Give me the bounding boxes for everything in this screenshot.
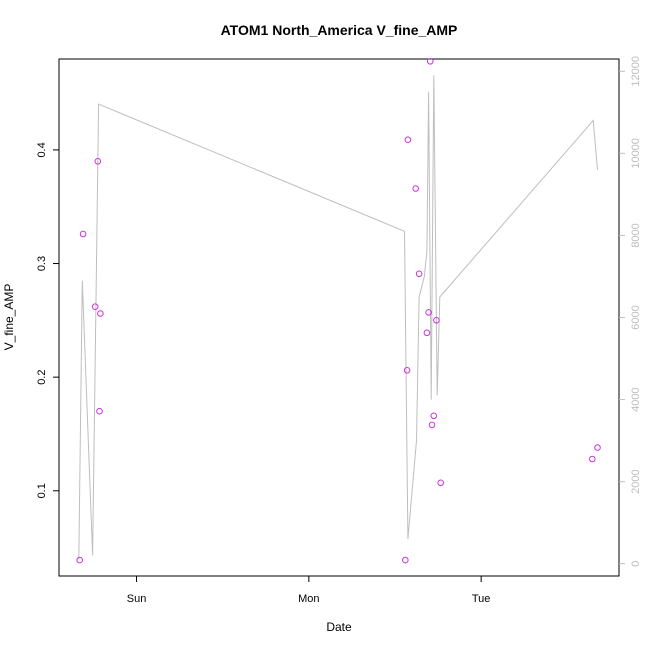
data-point bbox=[425, 309, 432, 316]
data-point bbox=[433, 317, 440, 324]
data-point bbox=[437, 479, 445, 487]
data-point bbox=[402, 556, 409, 564]
left-axis: 0.1 0.2 0.3 0.4 bbox=[36, 142, 59, 498]
x-tick-label: Sun bbox=[127, 593, 147, 605]
data-point bbox=[403, 367, 411, 374]
y2-tick-label: 4000 bbox=[630, 387, 642, 411]
x-axis: Sun Mon Tue bbox=[127, 576, 491, 605]
data-point bbox=[404, 136, 412, 143]
data-point bbox=[94, 158, 102, 165]
y2-tick-label: 10000 bbox=[630, 138, 642, 169]
data-point bbox=[76, 556, 83, 564]
data-point bbox=[427, 58, 434, 65]
x-tick-label: Mon bbox=[298, 593, 319, 605]
y2-tick-label: 8000 bbox=[630, 223, 642, 247]
y-tick-label: 0.1 bbox=[36, 483, 48, 498]
data-point bbox=[96, 407, 103, 415]
data-point bbox=[423, 329, 431, 337]
x-tick-label: Tue bbox=[472, 593, 491, 605]
y2-tick-label: 6000 bbox=[630, 305, 642, 329]
chart-title: ATOM1 North_America V_fine_AMP bbox=[221, 22, 458, 38]
y-tick-label: 0.2 bbox=[36, 370, 48, 385]
y-axis-label: V_fine_AMP bbox=[2, 284, 16, 351]
data-point bbox=[412, 185, 420, 192]
data-point bbox=[91, 303, 99, 311]
y-tick-label: 0.4 bbox=[36, 142, 48, 157]
data-point bbox=[430, 412, 438, 420]
line-series-layer bbox=[78, 75, 598, 560]
plot-frame bbox=[58, 58, 620, 577]
data-point bbox=[594, 444, 601, 451]
y-tick-label: 0.3 bbox=[36, 256, 48, 271]
right-axis: 0 2000 4000 6000 8000 10000 12000 bbox=[619, 56, 642, 567]
data-point bbox=[79, 230, 87, 238]
data-point bbox=[589, 455, 596, 463]
series-line bbox=[78, 75, 598, 560]
y2-tick-label: 0 bbox=[630, 561, 642, 567]
data-point bbox=[97, 310, 104, 317]
y2-tick-label: 12000 bbox=[630, 56, 642, 87]
data-point bbox=[415, 270, 423, 278]
data-point bbox=[428, 421, 436, 429]
y2-tick-label: 2000 bbox=[630, 469, 642, 493]
x-axis-label: Date bbox=[326, 620, 352, 634]
point-series-layer bbox=[76, 58, 601, 564]
